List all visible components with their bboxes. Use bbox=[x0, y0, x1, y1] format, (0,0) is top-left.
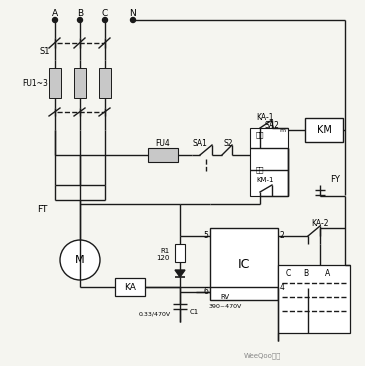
Text: FT: FT bbox=[37, 205, 47, 214]
Text: A: A bbox=[52, 10, 58, 19]
Circle shape bbox=[131, 18, 135, 22]
Text: FY: FY bbox=[330, 176, 340, 184]
Bar bbox=[278, 265, 350, 333]
Text: FU1~3: FU1~3 bbox=[22, 79, 48, 89]
Bar bbox=[210, 228, 278, 300]
Bar bbox=[305, 118, 343, 142]
Text: C1: C1 bbox=[190, 309, 199, 315]
Text: 手动: 手动 bbox=[256, 167, 265, 173]
Text: R1: R1 bbox=[161, 248, 170, 254]
Circle shape bbox=[53, 18, 58, 22]
Text: 390~470V: 390~470V bbox=[208, 305, 242, 310]
Text: S2: S2 bbox=[223, 139, 233, 149]
Text: FU4: FU4 bbox=[155, 138, 170, 147]
Polygon shape bbox=[175, 270, 185, 277]
Text: M: M bbox=[75, 255, 85, 265]
Text: 6: 6 bbox=[203, 288, 208, 296]
Text: 5: 5 bbox=[203, 232, 208, 240]
Text: 自动: 自动 bbox=[256, 132, 265, 138]
Text: RV: RV bbox=[220, 294, 229, 300]
Text: A: A bbox=[325, 269, 331, 277]
Text: N: N bbox=[130, 10, 137, 19]
Text: WeeQoo维库: WeeQoo维库 bbox=[243, 353, 281, 359]
Text: C: C bbox=[102, 10, 108, 19]
Text: 4: 4 bbox=[280, 284, 285, 292]
Bar bbox=[99, 68, 111, 98]
Circle shape bbox=[103, 18, 108, 22]
Text: 0.33/470V: 0.33/470V bbox=[139, 311, 171, 317]
Text: B: B bbox=[77, 10, 83, 19]
Bar bbox=[175, 244, 185, 262]
Circle shape bbox=[60, 240, 100, 280]
Bar bbox=[115, 278, 145, 296]
Text: C: C bbox=[285, 269, 291, 277]
Text: KA: KA bbox=[124, 283, 136, 291]
Text: KA-1: KA-1 bbox=[256, 112, 274, 122]
Text: SA2: SA2 bbox=[265, 120, 280, 130]
Text: B: B bbox=[303, 269, 308, 277]
Text: KM-1: KM-1 bbox=[256, 177, 274, 183]
Text: 120: 120 bbox=[157, 255, 170, 261]
Bar bbox=[148, 148, 178, 162]
Bar bbox=[250, 128, 288, 196]
Text: m: m bbox=[279, 127, 285, 132]
Text: IC: IC bbox=[238, 258, 250, 270]
Bar bbox=[49, 68, 61, 98]
Text: S1: S1 bbox=[40, 48, 50, 56]
Circle shape bbox=[77, 18, 82, 22]
Text: KA-2: KA-2 bbox=[311, 220, 329, 228]
Bar bbox=[74, 68, 86, 98]
Text: 2: 2 bbox=[280, 232, 285, 240]
Text: SA1: SA1 bbox=[193, 139, 207, 149]
Text: KM: KM bbox=[316, 125, 331, 135]
